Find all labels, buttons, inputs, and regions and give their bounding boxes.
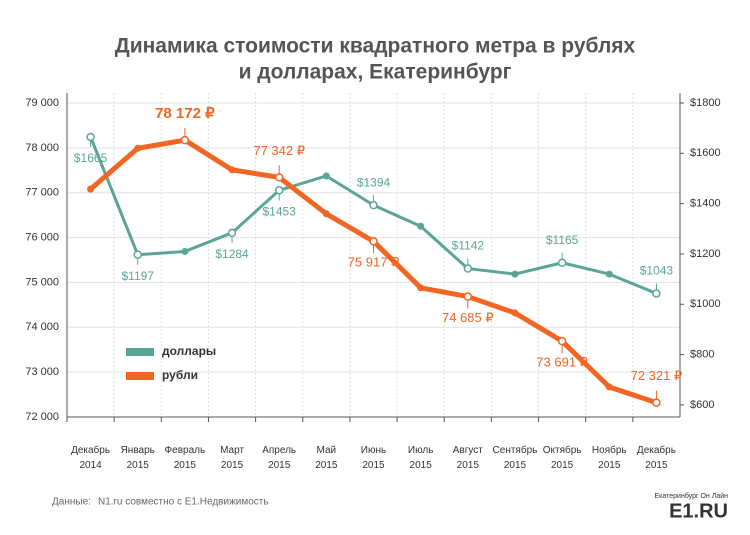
data-label: 72 321 ₽ (631, 368, 683, 383)
y-tick-label: 74 000 (25, 321, 59, 333)
x-tick-label: Февраль 2015 (165, 445, 206, 471)
y-tick-label: 72 000 (25, 411, 59, 423)
point (369, 237, 378, 246)
y-tick-label: 79 000 (25, 97, 59, 109)
legend-label: доллары (162, 344, 216, 358)
point (557, 258, 567, 268)
data-label: 74 685 ₽ (442, 310, 494, 325)
point (322, 210, 330, 218)
y2-tick-label: $1800 (690, 97, 721, 109)
point (228, 166, 236, 174)
x-tick-label: Январь 2015 (121, 445, 155, 471)
point (652, 398, 661, 407)
point (605, 383, 613, 391)
y2-tick-label: $1600 (690, 147, 721, 159)
point (417, 284, 425, 292)
legend-label: рубли (162, 368, 198, 382)
point (274, 186, 284, 195)
data-label: 77 342 ₽ (253, 143, 305, 158)
data-label: $1394 (357, 175, 391, 189)
y-tick-label: 77 000 (25, 187, 59, 199)
x-tick-label: Декабрь 2015 (637, 444, 676, 471)
logo-caption: Екатеринбург Он Лайн (655, 492, 729, 500)
point (133, 250, 142, 259)
plot-area (67, 93, 680, 417)
x-tick-label: Ноябрь 2015 (592, 444, 627, 471)
data-label: $1453 (263, 204, 297, 218)
y2-tick-label: $1200 (690, 248, 721, 260)
x-tick-label: Апрель 2015 (262, 445, 296, 471)
point (557, 336, 567, 346)
x-tick-label: Май 2015 (315, 445, 338, 471)
chart-title: и долларах, Екатеринбург (239, 61, 512, 84)
point (369, 200, 378, 210)
point (274, 173, 284, 182)
data-label: $1142 (452, 239, 485, 253)
data-label: $1197 (121, 269, 154, 283)
point (134, 144, 142, 152)
data-label: 73 691 ₽ (536, 355, 588, 370)
x-tick-label: Июнь 2015 (361, 445, 386, 471)
data-label: $1165 (546, 233, 579, 247)
data-label: 78 172 ₽ (155, 105, 215, 122)
source-label: Данные: (52, 497, 91, 508)
point (417, 222, 425, 230)
legend-swatch (126, 348, 154, 356)
x-tick-label: Декабрь 2014 (71, 444, 110, 471)
point (652, 289, 661, 298)
source-text: N1.ru совместно с E1.Недвижимость (98, 497, 269, 508)
y-tick-label: 73 000 (25, 366, 59, 378)
legend-swatch (126, 372, 154, 380)
y2-tick-label: $1400 (690, 198, 721, 210)
point (511, 309, 519, 317)
chart-title: Динамика стоимости квадратного метра в р… (115, 35, 636, 58)
point (463, 292, 473, 301)
y-tick-label: 78 000 (25, 142, 59, 154)
data-label: $1043 (640, 264, 674, 278)
x-tick-label: Октябрь 2015 (543, 444, 582, 471)
point (463, 264, 473, 273)
point (511, 270, 519, 278)
data-label: 75 917 ₽ (348, 255, 400, 270)
x-tick-label: Июль 2015 (408, 445, 434, 471)
y-tick-label: 76 000 (25, 231, 59, 243)
x-tick-label: Март 2015 (220, 445, 244, 471)
point (180, 135, 190, 145)
y-tick-label: 75 000 (25, 276, 59, 288)
point (605, 270, 613, 278)
point (227, 228, 237, 238)
point (181, 247, 189, 255)
data-label: $1284 (215, 247, 249, 261)
point (87, 185, 95, 193)
data-label: $1665 (74, 151, 108, 165)
y2-tick-label: $800 (690, 349, 714, 361)
y2-tick-label: $600 (690, 399, 714, 411)
x-tick-label: Август 2015 (453, 445, 484, 471)
y2-tick-label: $1000 (690, 298, 721, 310)
logo: E1.RU (669, 500, 728, 522)
point (86, 132, 95, 142)
point (322, 172, 330, 180)
x-tick-label: Сентябрь 2015 (493, 444, 538, 471)
